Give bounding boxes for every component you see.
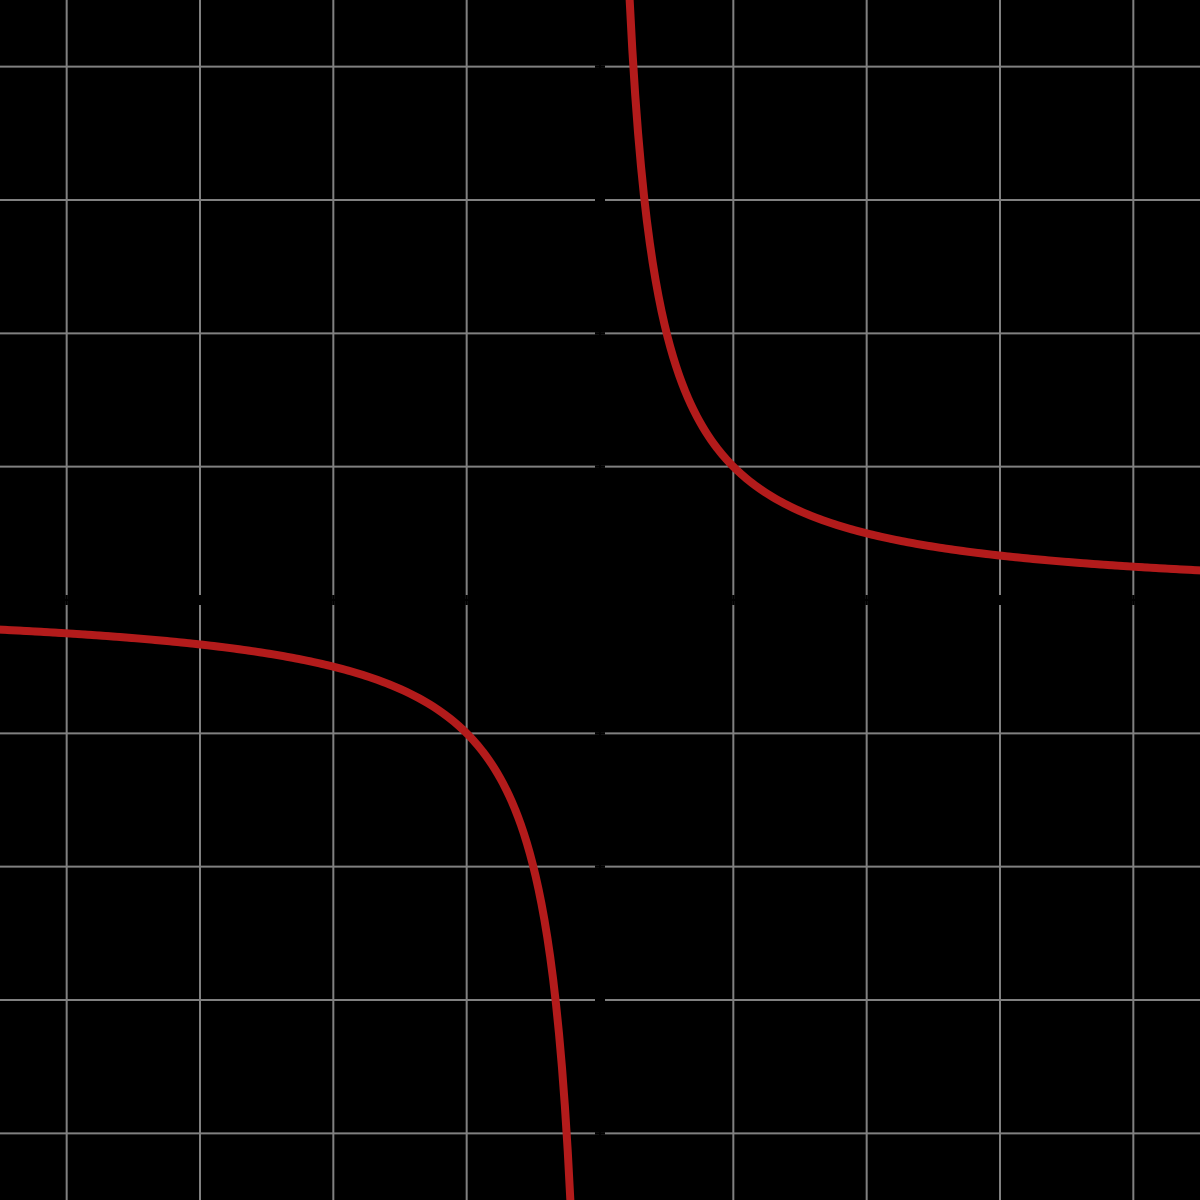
reciprocal-chart	[0, 0, 1200, 1200]
chart-container	[0, 0, 1200, 1200]
